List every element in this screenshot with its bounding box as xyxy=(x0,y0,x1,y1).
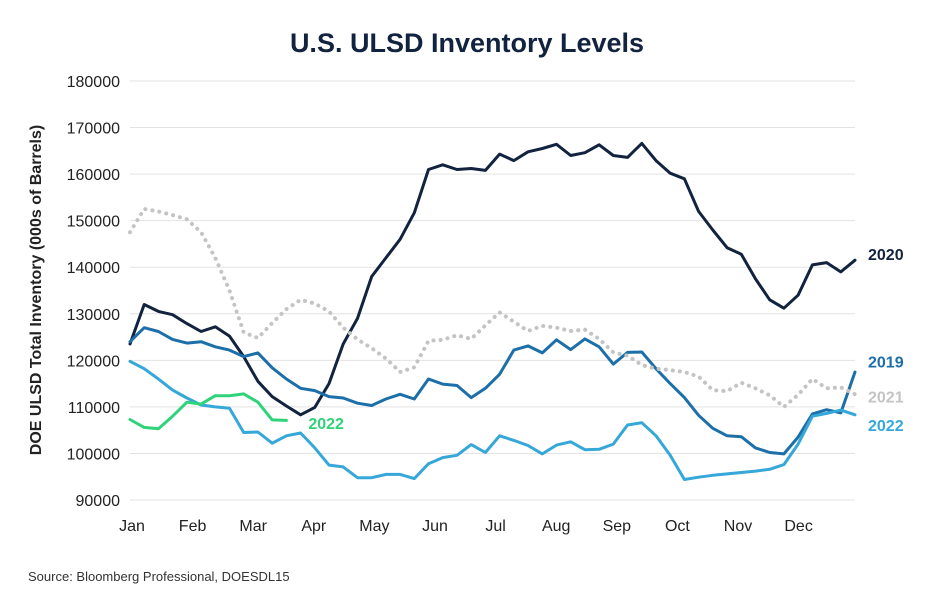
x-tick-label: Feb xyxy=(179,518,207,535)
y-tick-label: 90000 xyxy=(76,493,121,510)
y-tick-label: 140000 xyxy=(67,260,120,277)
gridlines xyxy=(130,80,855,501)
series-line-2021 xyxy=(128,207,857,409)
x-axis-ticks: Jan Feb Mar Apr May Jun Jul Aug Sep Oct Nov Dec xyxy=(119,518,813,535)
series-line-2022 xyxy=(128,359,857,481)
x-tick-label: Mar xyxy=(239,518,267,535)
series-label-2022-partial: 2022 xyxy=(308,416,344,433)
series-line-2020 xyxy=(128,141,857,417)
x-tick-label: Sep xyxy=(603,518,632,535)
y-tick-label: 130000 xyxy=(67,307,120,324)
y-tick-label: 120000 xyxy=(67,353,120,370)
series-label-2022: 2022 xyxy=(868,418,904,435)
series-labels: 2020 2019 2021 2022 2022 xyxy=(308,247,903,435)
y-axis-label: DOE ULSD Total Inventory (000s of Barrel… xyxy=(28,125,45,455)
series-label-2020: 2020 xyxy=(868,247,904,264)
x-tick-label: Dec xyxy=(784,518,812,535)
series-line-2019 xyxy=(128,326,857,456)
series-label-2021: 2021 xyxy=(868,389,904,406)
x-tick-label: Jan xyxy=(119,518,145,535)
y-tick-label: 180000 xyxy=(67,74,120,91)
x-tick-label: Jun xyxy=(422,518,448,535)
y-tick-label: 160000 xyxy=(67,167,120,184)
series-lines xyxy=(128,141,857,481)
source-note: Source: Bloomberg Professional, DOESDL15 xyxy=(28,569,290,584)
x-tick-label: Oct xyxy=(665,518,690,535)
x-tick-label: Aug xyxy=(542,518,570,535)
y-tick-label: 110000 xyxy=(68,400,120,417)
y-tick-label: 100000 xyxy=(67,446,120,463)
y-tick-label: 170000 xyxy=(67,121,120,138)
series-line-2022-partial xyxy=(128,392,288,431)
chart-title: U.S. ULSD Inventory Levels xyxy=(290,28,644,58)
x-tick-label: Apr xyxy=(301,518,327,535)
series-label-2019: 2019 xyxy=(868,355,904,372)
y-axis-ticks: 180000 170000 160000 150000 140000 130000 1200… xyxy=(67,74,120,510)
y-tick-label: 150000 xyxy=(67,214,120,231)
x-tick-label: Jul xyxy=(485,518,505,535)
x-tick-label: May xyxy=(359,518,389,535)
x-tick-label: Nov xyxy=(724,518,752,535)
